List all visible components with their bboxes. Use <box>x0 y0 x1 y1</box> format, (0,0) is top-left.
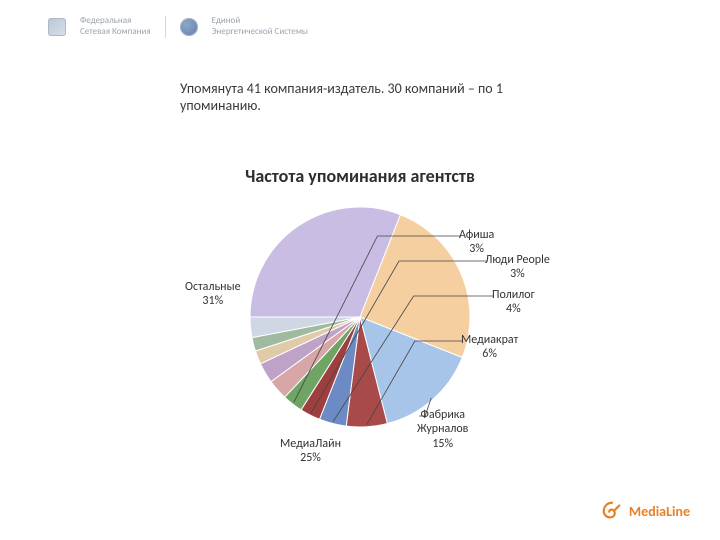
pie-svg <box>250 207 470 427</box>
logo2-bottom: Энергетической Системы <box>212 27 308 38</box>
label-fabrika: Фабрика Журналов 15% <box>417 408 468 451</box>
logo1-bottom: Сетевая Компания <box>80 27 151 38</box>
chart-title: Частота упоминания агентств <box>0 165 720 187</box>
swirl-icon <box>601 500 623 522</box>
logo-text-2: Единой Энергетической Системы <box>212 16 308 38</box>
label-mediakrat: Медиакрат 6% <box>461 333 518 362</box>
logo-mark-1 <box>48 18 66 36</box>
subtitle: Упомянута 41 компания-издатель. 30 компа… <box>180 80 540 114</box>
pie-chart <box>250 207 470 427</box>
footer-brand: MediaLine <box>629 503 690 520</box>
label-medialine: МедиаЛайн 25% <box>280 437 341 466</box>
header-logos: Федеральная Сетевая Компания Единой Энер… <box>48 16 308 38</box>
label-people: Люди People 3% <box>485 253 550 282</box>
label-polilog: Полилог 4% <box>492 288 535 317</box>
logo-mark-2 <box>180 18 198 36</box>
logo-separator <box>165 16 166 38</box>
label-other: Остальные 31% <box>185 280 241 309</box>
logo-text-1: Федеральная Сетевая Компания <box>80 16 151 38</box>
footer-logo: MediaLine <box>601 500 690 522</box>
label-afisha: Афиша 3% <box>459 228 494 257</box>
